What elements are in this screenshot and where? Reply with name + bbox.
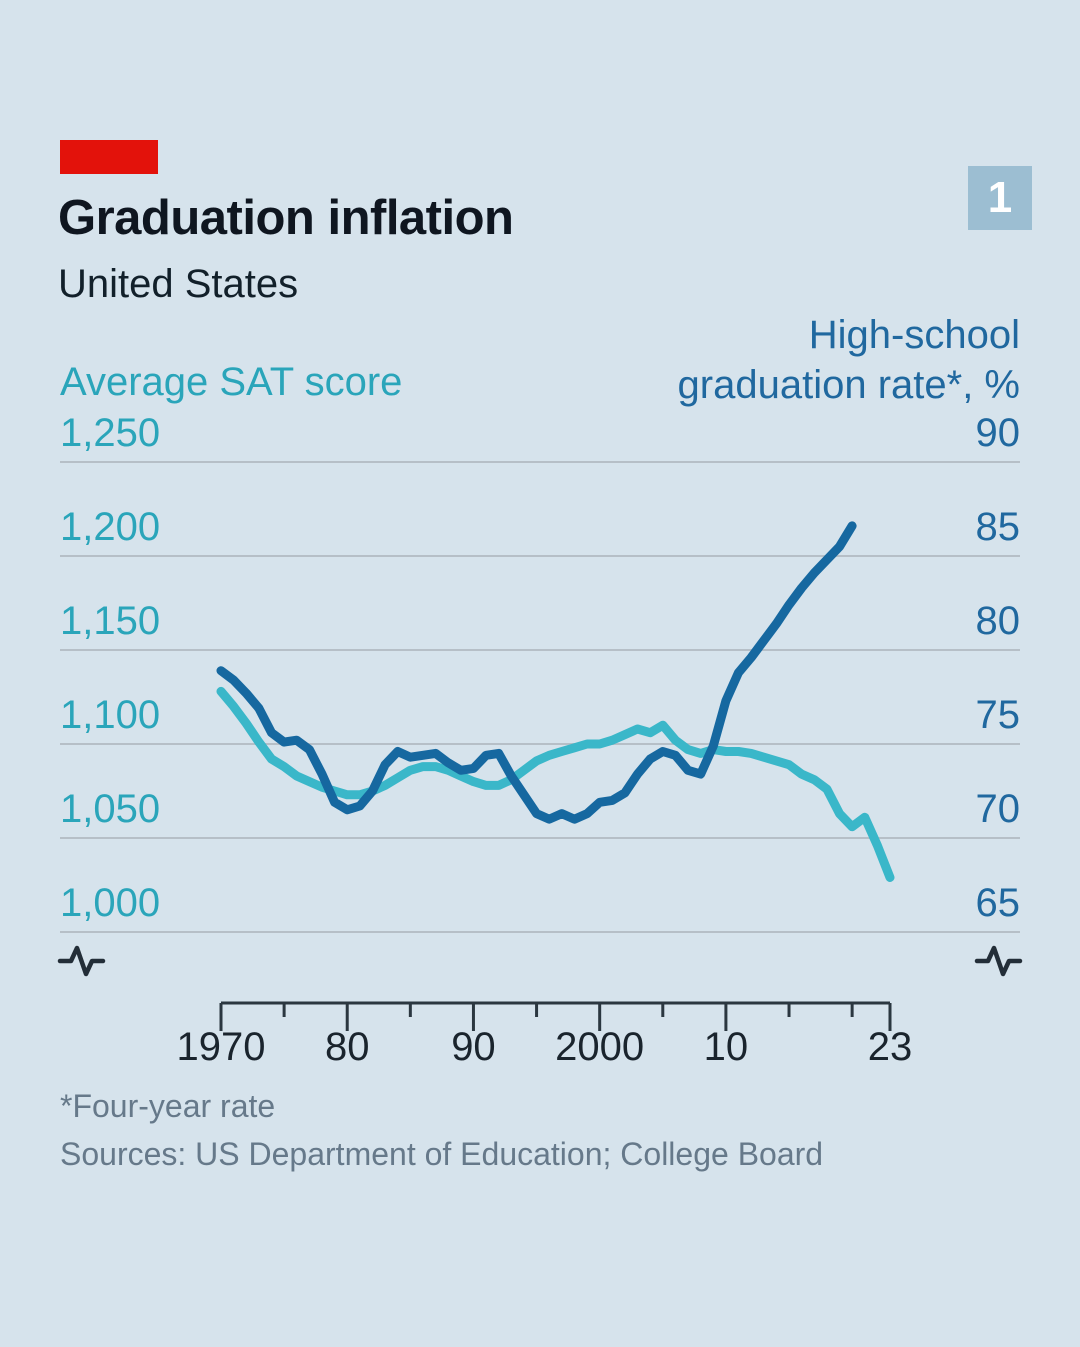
right-axis-title: High-school graduation rate*, % (520, 310, 1020, 410)
graduation-rate-line (216, 521, 857, 824)
figure-number-badge: 1 (968, 166, 1032, 230)
left-axis-tick-label: 1,050 (60, 787, 161, 831)
sat-score-line (216, 686, 895, 882)
x-axis-tick-label: 2000 (555, 1025, 645, 1069)
x-axis-tick-label: 1970 (176, 1025, 266, 1069)
economist-kicker-bar (60, 140, 158, 174)
left-axis-tick-label: 1,200 (60, 505, 161, 549)
page-title: Graduation inflation (58, 191, 514, 245)
x-axis-tick-label: 23 (867, 1025, 913, 1069)
right-axis-title-line1: High-school (808, 313, 1020, 357)
right-axis-tick-label: 65 (975, 881, 1021, 925)
right-axis-tick-label: 85 (975, 505, 1021, 549)
right-axis-tick-label: 80 (975, 599, 1021, 643)
right-axis-tick-label: 75 (975, 693, 1021, 737)
footnote: *Four-year rate (60, 1088, 276, 1124)
left-axis-tick-label: 1,150 (60, 599, 161, 643)
left-axis-tick-label: 1,000 (60, 881, 161, 925)
right-axis-tick-label: 70 (975, 787, 1021, 831)
right-axis-title-line2: graduation rate*, % (677, 363, 1020, 407)
left-axis-tick-label: 1,100 (60, 693, 161, 737)
axis-break-squiggle (974, 945, 1023, 977)
axis-break-squiggle (57, 945, 106, 977)
left-axis-title: Average SAT score (60, 360, 403, 404)
left-axis-tick-label: 1,250 (60, 411, 161, 455)
sources: Sources: US Department of Education; Col… (60, 1136, 824, 1172)
right-axis-tick-label: 90 (975, 411, 1021, 455)
figure-number: 1 (987, 173, 1013, 222)
x-axis-tick-label: 80 (324, 1025, 370, 1069)
x-axis-tick-label: 90 (451, 1025, 496, 1069)
x-axis-tick-label: 10 (703, 1025, 749, 1069)
subtitle: United States (58, 262, 299, 306)
